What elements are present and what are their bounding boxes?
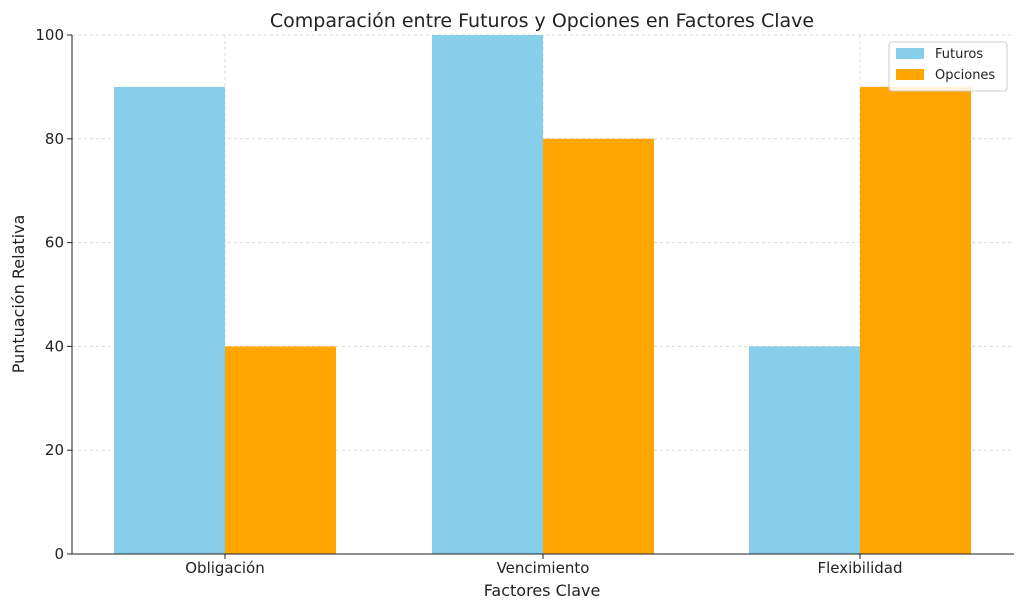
y-tick-label: 80	[45, 130, 64, 148]
bar-opciones-2	[543, 138, 654, 555]
bar-futuros-3	[749, 346, 860, 554]
legend-label-futuros: Futuros	[935, 47, 983, 62]
x-axis-label: Factores Clave	[484, 581, 601, 600]
y-tick-label: 40	[45, 337, 64, 355]
y-axis-label: Puntuación Relativa	[9, 215, 28, 374]
y-ticks: 0 20 40 60 80 100	[35, 26, 72, 563]
x-tick-label: Vencimiento	[497, 559, 590, 577]
x-tick-label: Flexibilidad	[817, 559, 902, 577]
legend-swatch-opciones	[896, 69, 924, 80]
legend: Futuros Opciones	[888, 41, 1008, 92]
y-tick-label: 100	[35, 26, 64, 44]
legend-label-opciones: Opciones	[935, 68, 995, 83]
y-tick-label: 60	[45, 234, 64, 252]
x-tick-label: Obligación	[185, 559, 264, 577]
y-tick-label: 0	[54, 545, 64, 563]
legend-swatch-futuros	[896, 48, 924, 59]
bar-opciones-1	[225, 346, 336, 554]
chart-title: Comparación entre Futuros y Opciones en …	[270, 10, 814, 32]
y-tick-label: 20	[45, 441, 64, 459]
bars-group	[114, 35, 971, 555]
x-ticks: Obligación Vencimiento Flexibilidad	[185, 554, 903, 577]
bar-futuros-2	[432, 35, 543, 554]
bar-opciones-3	[860, 86, 971, 555]
bar-futuros-1	[114, 86, 225, 555]
